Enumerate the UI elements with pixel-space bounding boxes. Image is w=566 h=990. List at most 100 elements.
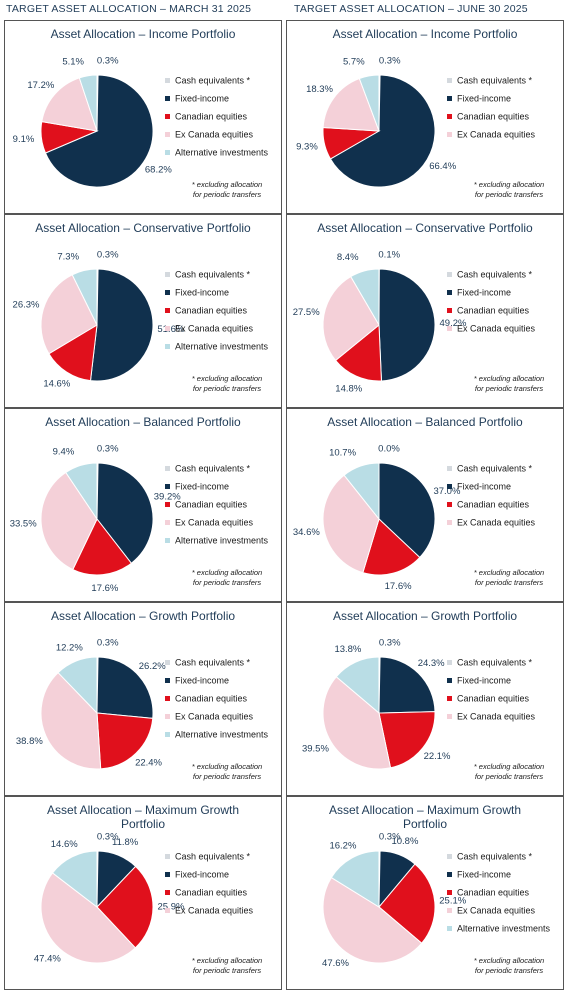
data-label: 0.3%: [379, 832, 401, 843]
footnote: * excluding allocation: [192, 568, 262, 577]
legend-swatch: [165, 132, 170, 137]
legend-entry: Canadian equities: [457, 887, 530, 897]
pie-slice: [378, 863, 436, 944]
data-label: 37.0%: [433, 486, 460, 497]
chart-title: Asset Allocation – Balanced Portfolio: [327, 415, 523, 429]
legend-entry: Cash equivalents *: [457, 851, 533, 861]
legend-entry: Cash equivalents *: [175, 75, 251, 85]
legend-swatch: [447, 660, 452, 665]
data-label: 47.4%: [34, 953, 61, 964]
data-label: 0.1%: [378, 250, 400, 261]
data-label: 26.3%: [13, 300, 40, 311]
legend-swatch: [447, 290, 452, 295]
legend-entry: Ex Canada equities: [457, 517, 536, 527]
legend-swatch: [165, 290, 170, 295]
legend-swatch: [447, 272, 452, 277]
footnote: * excluding allocation: [474, 374, 544, 383]
legend-entry: Ex Canada equities: [175, 905, 254, 915]
legend-entry: Fixed-income: [175, 481, 229, 491]
data-label: 0.3%: [97, 832, 119, 843]
pie-chart: 0.3% 39.2% 17.6% 33.5% 9.4% Cash equivalents …: [10, 444, 269, 595]
data-label: 5.1%: [62, 56, 84, 67]
data-label: 17.6%: [91, 583, 118, 594]
data-label: 9.1%: [13, 134, 35, 145]
pie-chart: 0.3% 68.2% 9.1% 17.2% 5.1% Cash equivalents *…: [13, 56, 269, 199]
data-label: 0.3%: [97, 638, 119, 649]
legend-swatch: [165, 714, 170, 719]
legend-swatch: [447, 96, 452, 101]
data-label: 25.9%: [158, 902, 185, 913]
data-label: 38.8%: [16, 736, 43, 747]
legend-entry: Ex Canada equities: [457, 905, 536, 915]
legend-swatch: [165, 344, 170, 349]
legend-entry: Fixed-income: [175, 869, 229, 879]
legend-swatch: [447, 696, 452, 701]
chart-title: Asset Allocation – Conservative Portfoli…: [317, 221, 533, 235]
legend-swatch: [165, 908, 170, 913]
data-label: 0.3%: [97, 444, 119, 455]
pie-slice: [44, 74, 154, 188]
pie-slice: [65, 462, 98, 521]
pie-chart: 0.3% 26.2% 22.4% 38.8% 12.2% Cash equivalents…: [16, 638, 269, 781]
legend-swatch: [165, 502, 170, 507]
pie-slice: [72, 518, 133, 576]
legend-entry: Cash equivalents *: [175, 657, 251, 667]
legend-entry: Cash equivalents *: [457, 463, 533, 473]
data-label: 10.7%: [329, 447, 356, 458]
legend-entry: Fixed-income: [457, 675, 511, 685]
pie-slice: [40, 471, 98, 571]
data-label: 17.2%: [27, 80, 54, 91]
legend-entry: Alternative investments: [175, 341, 269, 351]
legend-swatch: [165, 466, 170, 471]
legend-swatch: [165, 872, 170, 877]
data-label: 8.4%: [337, 252, 359, 263]
pie-slice: [329, 74, 436, 188]
legend-swatch: [165, 660, 170, 665]
pie-slice: [96, 865, 154, 949]
pie-chart: 0.3% 51.6% 14.6% 26.3% 7.3% Cash equivalents …: [13, 250, 269, 393]
pie-chart: 0.3% 66.4% 9.3% 18.3% 5.7% Cash equivalents *…: [296, 56, 544, 199]
legend-entry: Ex Canada equities: [457, 711, 536, 721]
legend-swatch: [165, 678, 170, 683]
legend-swatch: [165, 520, 170, 525]
pie-slice: [40, 671, 102, 770]
chart-title: Asset Allocation – Maximum Growth Portfo…: [328, 803, 522, 831]
column-header: TARGET ASSET ALLOCATION – MARCH 31 2025: [6, 3, 252, 15]
legend-swatch: [447, 484, 452, 489]
pie-slice: [78, 74, 98, 132]
legend-swatch: [165, 538, 170, 543]
data-label: 33.5%: [10, 519, 37, 530]
legend-entry: Cash equivalents *: [175, 851, 251, 861]
data-label: 5.7%: [343, 57, 365, 68]
legend-entry: Canadian equities: [457, 305, 530, 315]
data-label: 66.4%: [429, 161, 456, 172]
data-label: 0.0%: [378, 444, 400, 455]
legend-swatch: [447, 132, 452, 137]
legend-entry: Canadian equities: [175, 499, 248, 509]
pie-slice: [330, 850, 380, 908]
legend-swatch: [447, 114, 452, 119]
legend-swatch: [165, 484, 170, 489]
pie-slice: [322, 77, 380, 132]
legend-entry: Ex Canada equities: [457, 323, 536, 333]
data-label: 51.6%: [157, 324, 184, 335]
pie-slice: [51, 850, 98, 909]
chart-panel: 0.3% 51.6% 14.6% 26.3% 7.3% Cash equivalents …: [4, 214, 282, 408]
legend-entry: Ex Canada equities: [175, 129, 254, 139]
legend-entry: Canadian equities: [175, 305, 248, 315]
footnote: for periodic transfers: [193, 772, 262, 781]
legend-swatch: [165, 854, 170, 859]
data-label: 11.8%: [112, 837, 139, 848]
legend-swatch: [447, 326, 452, 331]
data-label: 34.6%: [293, 527, 320, 538]
chart-title: Asset Allocation – Growth Portfolio: [50, 609, 236, 623]
data-label: 0.3%: [97, 250, 119, 261]
legend-entry: Fixed-income: [457, 287, 511, 297]
pie-slice: [89, 268, 154, 382]
pie-slice: [343, 462, 380, 521]
footnote: for periodic transfers: [193, 966, 262, 975]
legend-entry: Alternative investments: [175, 729, 269, 739]
footnote: for periodic transfers: [193, 384, 262, 393]
legend-swatch: [165, 308, 170, 313]
